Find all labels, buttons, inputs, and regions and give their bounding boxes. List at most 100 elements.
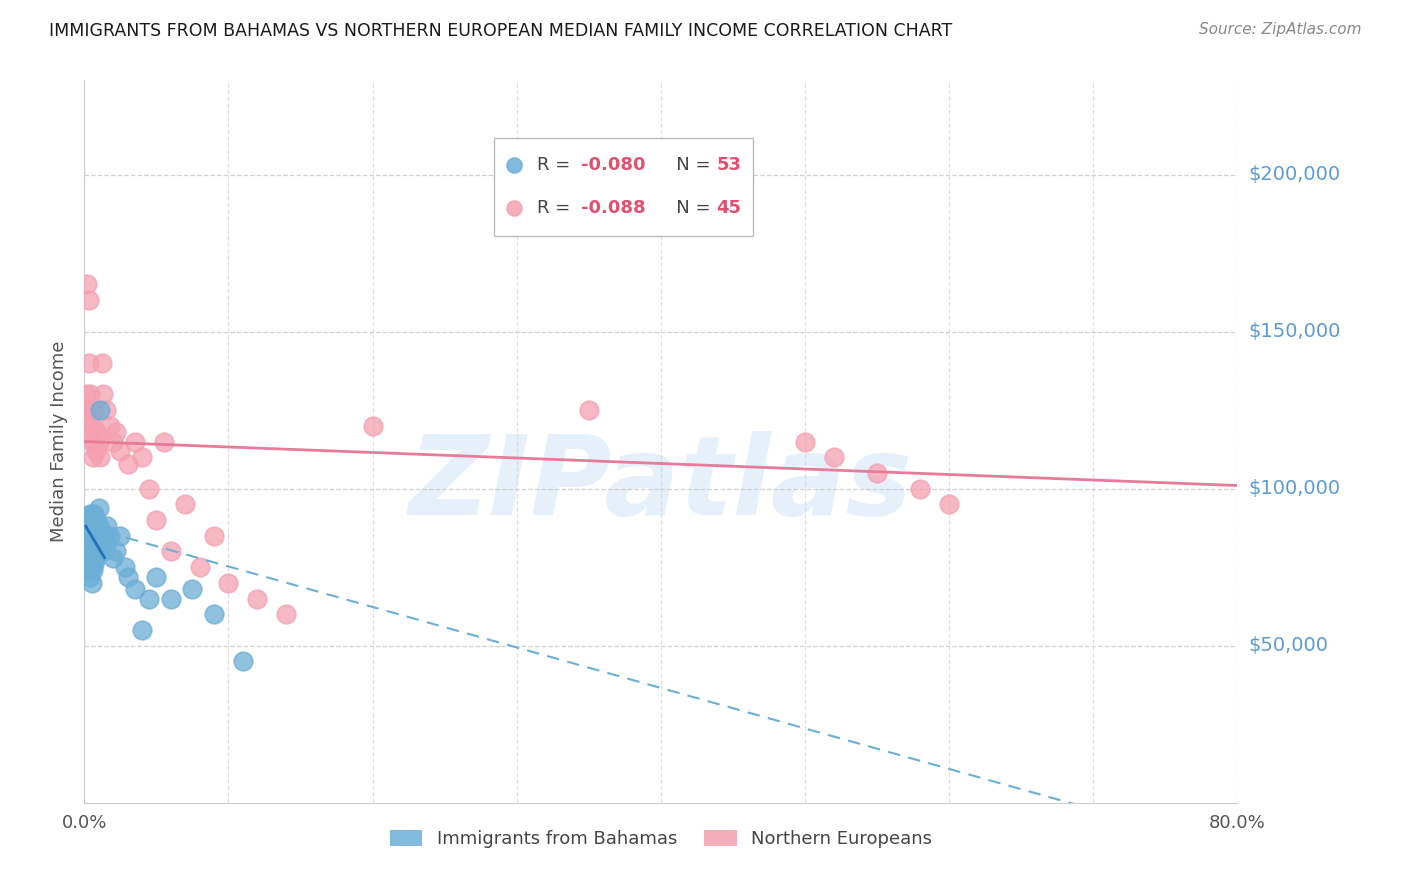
Point — [94, 538, 117, 552]
Point — [160, 544, 183, 558]
Point — [80, 403, 103, 417]
Point — [145, 569, 167, 583]
Point — [90, 538, 112, 552]
Point — [202, 529, 225, 543]
Point — [124, 582, 146, 597]
Point — [77, 513, 100, 527]
Point — [87, 434, 110, 449]
Text: N =: N = — [658, 199, 716, 218]
Point — [75, 535, 97, 549]
Text: ZIPatlas: ZIPatlas — [409, 432, 912, 539]
Point — [96, 519, 118, 533]
Point — [80, 434, 103, 449]
Point — [89, 450, 111, 465]
Point — [794, 434, 817, 449]
Point — [76, 560, 98, 574]
Point — [84, 444, 107, 458]
Point — [610, 796, 633, 810]
Point — [105, 425, 128, 439]
Point — [174, 497, 197, 511]
Point — [84, 513, 107, 527]
Point — [77, 529, 100, 543]
Point — [80, 544, 103, 558]
Point — [910, 482, 932, 496]
Point — [75, 403, 97, 417]
Point — [145, 513, 167, 527]
Point — [87, 538, 110, 552]
Point — [80, 560, 103, 574]
Point — [79, 550, 101, 565]
Point — [75, 387, 97, 401]
Text: $200,000: $200,000 — [1249, 165, 1340, 184]
Point — [218, 575, 240, 590]
Point — [80, 519, 103, 533]
Point — [82, 529, 104, 543]
Point — [83, 403, 105, 417]
Point — [83, 434, 105, 449]
Point — [82, 563, 104, 577]
Text: $150,000: $150,000 — [1249, 322, 1341, 341]
Point — [89, 403, 111, 417]
Point — [93, 529, 115, 543]
Point — [138, 591, 160, 606]
Point — [823, 450, 845, 465]
Point — [98, 529, 121, 543]
Point — [578, 403, 600, 417]
Point — [80, 529, 103, 543]
Point — [76, 519, 98, 533]
Point — [82, 450, 104, 465]
Point — [94, 403, 117, 417]
Text: N =: N = — [658, 156, 716, 175]
Point — [77, 544, 100, 558]
Point — [90, 356, 112, 370]
Point — [114, 560, 136, 574]
Point — [86, 425, 108, 439]
Point — [103, 550, 124, 565]
Point — [76, 277, 98, 292]
Point — [87, 519, 110, 533]
Text: 45: 45 — [716, 199, 741, 218]
Point — [87, 500, 110, 515]
Point — [77, 293, 100, 308]
Point — [181, 582, 204, 597]
Point — [103, 434, 124, 449]
Text: -0.088: -0.088 — [581, 199, 645, 218]
Point — [82, 513, 104, 527]
Text: 53: 53 — [716, 156, 741, 175]
Point — [938, 497, 960, 511]
Point — [361, 418, 384, 433]
Point — [79, 569, 101, 583]
Point — [80, 507, 103, 521]
Point — [83, 557, 105, 571]
Point — [79, 387, 101, 401]
Point — [76, 418, 98, 433]
Point — [98, 418, 121, 433]
Point — [84, 532, 107, 546]
Point — [79, 532, 101, 546]
Point — [131, 450, 153, 465]
Point — [160, 591, 183, 606]
Point — [83, 538, 105, 552]
Point — [276, 607, 298, 622]
Y-axis label: Median Family Income: Median Family Income — [51, 341, 69, 542]
Point — [84, 550, 107, 565]
Point — [202, 607, 225, 622]
Point — [91, 387, 114, 401]
Point — [83, 507, 105, 521]
Text: Source: ZipAtlas.com: Source: ZipAtlas.com — [1198, 22, 1361, 37]
Point — [152, 434, 174, 449]
Point — [82, 418, 104, 433]
Point — [91, 544, 114, 558]
Point — [131, 623, 153, 637]
Point — [124, 434, 146, 449]
Text: R =: R = — [537, 156, 576, 175]
Text: R =: R = — [537, 199, 576, 218]
Point — [110, 444, 132, 458]
Legend: Immigrants from Bahamas, Northern Europeans: Immigrants from Bahamas, Northern Europe… — [382, 822, 939, 855]
Point — [246, 591, 269, 606]
Point — [105, 544, 128, 558]
Point — [77, 356, 100, 370]
Point — [117, 457, 139, 471]
Text: IMMIGRANTS FROM BAHAMAS VS NORTHERN EUROPEAN MEDIAN FAMILY INCOME CORRELATION CH: IMMIGRANTS FROM BAHAMAS VS NORTHERN EURO… — [49, 22, 952, 40]
Point — [188, 560, 211, 574]
